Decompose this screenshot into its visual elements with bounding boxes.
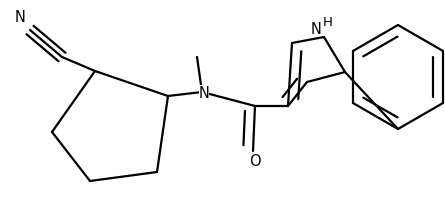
Text: O: O [249,154,261,169]
Text: N: N [198,85,210,100]
Text: N: N [311,21,321,36]
Text: N: N [15,11,25,25]
Text: H: H [323,16,333,29]
